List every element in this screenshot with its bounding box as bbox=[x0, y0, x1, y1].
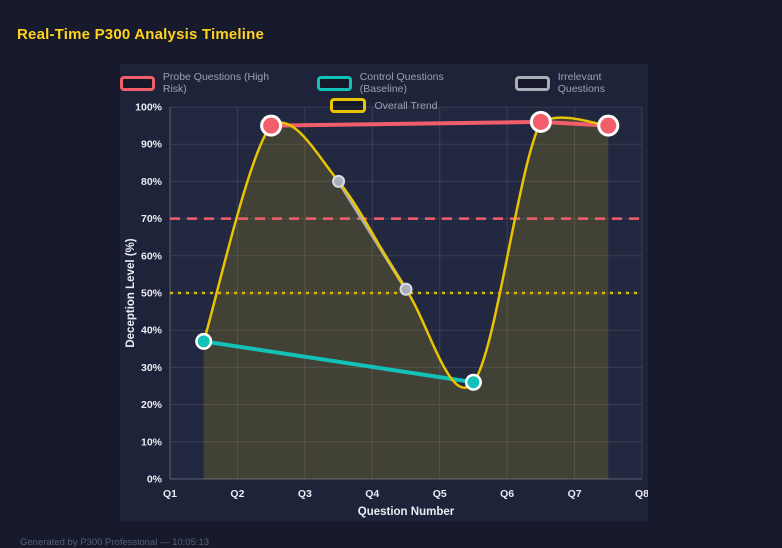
probe-legend-label: Probe Questions (High Risk) bbox=[162, 71, 270, 95]
x-tick-label: Q7 bbox=[568, 488, 582, 500]
y-tick-label: 50% bbox=[141, 288, 163, 300]
y-tick-label: 10% bbox=[141, 436, 163, 448]
generated-by-note: Generated by P300 Professional — 10:05:1… bbox=[20, 537, 210, 548]
y-tick-label: 20% bbox=[141, 399, 163, 411]
trend-area-fill bbox=[203, 117, 609, 480]
x-tick-label: Q2 bbox=[230, 488, 244, 500]
control-legend-label: Control Questions (Baseline) bbox=[359, 71, 444, 95]
data-point[interactable] bbox=[334, 176, 344, 186]
control-legend-swatch bbox=[316, 75, 352, 91]
irrelevant-legend-label: Irrelevant Questions bbox=[557, 71, 605, 95]
x-axis-title: Question Number bbox=[358, 506, 455, 518]
series-line-1 bbox=[201, 339, 476, 385]
chart-legend: Probe Questions (High Risk) Control Ques… bbox=[120, 71, 648, 113]
y-tick-label: 0% bbox=[147, 474, 163, 486]
probe-legend-swatch bbox=[120, 75, 155, 91]
y-tick-label: 70% bbox=[141, 213, 163, 225]
legend-item-control[interactable]: Control Questions (Baseline) bbox=[316, 71, 489, 95]
irrelevant-legend-swatch bbox=[514, 75, 550, 91]
legend-row-2: Overall Trend bbox=[120, 98, 648, 113]
axis-labels: 0% 10% 20% 30% 40% 50% 60% 70% 80% 90% 100% Q1 Q2 Q3 Q… bbox=[135, 102, 648, 501]
legend-row-1: Probe Questions (High Risk) Control Ques… bbox=[120, 71, 648, 95]
y-tick-label: 40% bbox=[141, 325, 163, 337]
data-point[interactable] bbox=[401, 284, 411, 294]
chart-panel: Probe Questions (High Risk) Control Ques… bbox=[120, 64, 648, 521]
page-title: Real-Time P300 Analysis Timeline bbox=[17, 26, 265, 43]
y-tick-label: 100% bbox=[135, 102, 163, 114]
y-tick-label: 60% bbox=[141, 250, 163, 262]
x-tick-label: Q5 bbox=[433, 488, 447, 500]
x-tick-label: Q1 bbox=[163, 488, 177, 500]
y-axis-title: Deception Level (%) bbox=[125, 238, 137, 347]
legend-item-irrelevant[interactable]: Irrelevant Questions bbox=[514, 71, 648, 95]
timeline-chart: 0% 10% 20% 30% 40% 50% 60% 70% 80% 90% 100% Q1 Q2 Q3 Q… bbox=[125, 102, 648, 519]
legend-item-probe[interactable]: Probe Questions (High Risk) bbox=[120, 71, 291, 95]
data-point[interactable] bbox=[532, 113, 549, 130]
trend-legend-label: Overall Trend bbox=[374, 99, 438, 112]
data-point[interactable] bbox=[600, 117, 617, 134]
y-tick-label: 30% bbox=[141, 362, 163, 374]
grid bbox=[169, 106, 643, 480]
y-tick-label: 90% bbox=[141, 139, 163, 151]
x-tick-label: Q3 bbox=[298, 488, 312, 500]
y-tick-label: 80% bbox=[141, 176, 163, 188]
data-point[interactable] bbox=[467, 376, 480, 389]
data-point[interactable] bbox=[263, 117, 280, 134]
x-tick-label: Q6 bbox=[500, 488, 514, 500]
trend-legend-swatch bbox=[330, 98, 367, 113]
x-tick-label: Q4 bbox=[365, 488, 379, 500]
data-point[interactable] bbox=[197, 335, 210, 348]
legend-item-trend[interactable]: Overall Trend bbox=[330, 98, 438, 113]
x-tick-label: Q8 bbox=[635, 488, 648, 500]
